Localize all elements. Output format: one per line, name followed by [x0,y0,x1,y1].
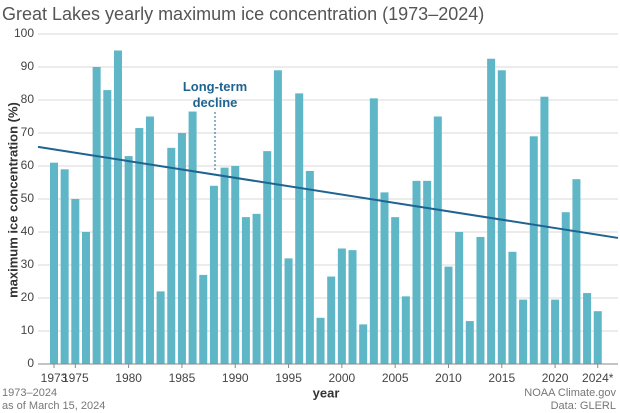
x-tick-label: 2000 [329,371,356,385]
bar [113,50,122,364]
bar [316,317,325,364]
bar [295,93,304,365]
x-tick-label: 1995 [275,371,302,385]
annotation: Long-term decline [183,79,247,110]
bar [49,162,58,364]
trend-line [37,145,619,239]
bar [263,151,272,364]
y-tick-label: 90 [21,59,35,73]
x-tick-label: 1975 [62,371,89,385]
bar [433,116,442,364]
bar [391,217,400,364]
bar [103,90,112,364]
bar [273,70,282,365]
bar [167,147,176,364]
bar [551,299,560,364]
bar [476,236,485,364]
bar [497,70,506,365]
bar [455,232,464,364]
bar [60,169,69,364]
bar [209,185,218,364]
bar [519,299,528,364]
footnote: as of March 15, 2024 [2,400,105,412]
x-tick-label: 2024* [582,371,614,385]
chart-title: Great Lakes yearly maximum ice concentra… [2,4,484,24]
y-tick-label: 60 [21,158,35,172]
bar [241,217,250,364]
x-tick-label: 2020 [542,371,569,385]
bar [593,311,602,364]
bar [508,251,517,364]
bar [380,192,389,364]
bar [92,67,101,364]
bar [284,258,293,364]
bar [423,180,432,364]
bar [572,179,581,364]
x-tick-label: 1985 [169,371,196,385]
y-tick-label: 30 [21,257,35,271]
bar [359,324,368,364]
x-tick-label: 1973 [41,371,68,385]
x-tick-label: 1990 [222,371,249,385]
bar [145,116,154,364]
bar [305,170,314,364]
bar [369,98,378,364]
y-tick-label: 80 [21,92,35,106]
x-tick-label: 2005 [382,371,409,385]
bar [465,321,474,364]
x-tick-label: 2010 [435,371,462,385]
y-tick-label: 20 [21,290,35,304]
bar [444,266,453,364]
bar [188,111,197,364]
bar [156,291,165,364]
bar [348,250,357,364]
y-tick-label: 10 [21,323,35,337]
bar [81,232,90,364]
credit: NOAA Climate.gov [524,387,616,399]
bar [327,276,336,364]
y-tick-label: 70 [21,125,35,139]
y-axis-label: maximum ice concentration (%) [5,102,20,298]
bar [540,96,549,364]
bar [71,199,80,364]
bar [231,166,240,364]
y-tick-label: 50 [21,191,35,205]
bar [401,296,410,364]
bar [220,167,229,364]
bar [177,133,186,364]
footnote: 1973–2024 [2,387,57,399]
bar [199,274,208,364]
bar [583,293,592,364]
bar [252,213,261,364]
bar [561,212,570,364]
bar [412,180,421,364]
x-axis-label: year [313,385,340,400]
credit: Data: GLERL [551,400,616,412]
bar [487,58,496,364]
bar [135,128,144,364]
y-tick-label: 40 [21,224,35,238]
y-tick-label: 0 [27,356,34,370]
bar [124,156,133,364]
x-tick-label: 2015 [488,371,515,385]
bar [529,136,538,364]
x-tick-label: 1980 [115,371,142,385]
y-tick-label: 100 [14,26,34,40]
bar [337,248,346,364]
